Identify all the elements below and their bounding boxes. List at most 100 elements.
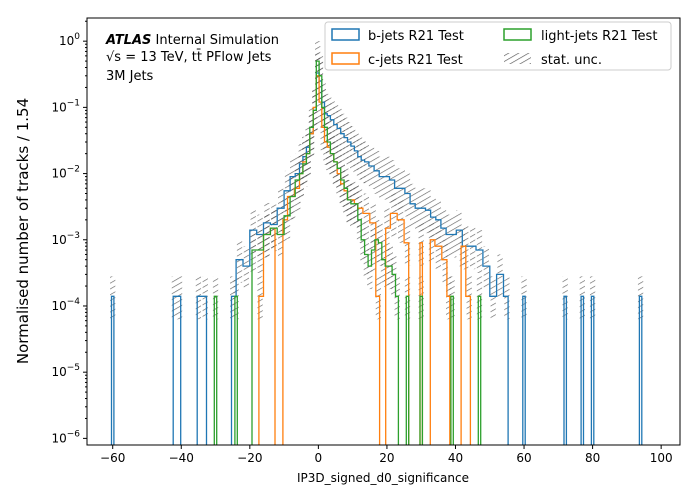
stat-unc-band <box>435 226 441 270</box>
stat-unc-band <box>380 239 387 283</box>
stat-unc-band <box>339 113 346 157</box>
stat-unc-band <box>290 176 296 220</box>
y-tick-label: 10−4 <box>51 297 80 313</box>
stat-unc-band <box>212 276 219 320</box>
stat-unc-band <box>418 276 424 320</box>
axes-ticks: −60 −40 −20 0 20 40 60 80 100 10−6 10−5 10−4 10−3 10−… <box>51 20 673 465</box>
stat-unc-band <box>202 276 208 320</box>
stat-unc-band <box>336 108 342 152</box>
stat-unc-band <box>367 246 373 290</box>
stat-unc-band <box>295 160 301 203</box>
stat-unc-band <box>404 173 411 217</box>
x-tick-label: 0 <box>315 451 323 465</box>
stat-unc-band <box>440 208 447 252</box>
stat-unc-band <box>308 107 315 151</box>
y-tick-label: 10−3 <box>51 231 80 247</box>
stat-unc-band <box>521 276 527 320</box>
stat-unc-band <box>264 214 270 258</box>
jets-count-label: 3M Jets <box>106 69 154 84</box>
stat-unc-band <box>298 153 304 197</box>
stat-unc-band <box>315 41 321 85</box>
stat-unc-band <box>343 117 349 161</box>
stat-unc-band <box>420 188 426 232</box>
stat-unc-band <box>326 122 332 165</box>
stat-unc-band <box>363 141 370 185</box>
stat-unc-band <box>387 246 393 290</box>
stat-unc-band <box>360 140 366 184</box>
stat-unc-band <box>374 219 380 263</box>
stat-unc-band <box>469 226 476 270</box>
atlas-annotation: ATLAS Internal Simulation √s = 13 TeV, t… <box>105 33 279 84</box>
stat-unc-band <box>195 276 202 320</box>
legend-label-c: c-jets R21 Test <box>368 53 463 68</box>
svg-text:ATLAS Internal Simulation: ATLAS Internal Simulation <box>105 33 279 48</box>
stat-unc-band <box>312 90 318 134</box>
stat-unc-band <box>360 219 366 263</box>
legend-label-unc: stat. unc. <box>541 53 602 68</box>
stat-unc-band <box>459 226 465 270</box>
stat-unc-band <box>243 246 250 290</box>
y-tick-label: 10−5 <box>51 363 80 379</box>
stat-unc-band <box>356 136 363 180</box>
legend-label-b: b-jets R21 Test <box>368 29 464 44</box>
stat-unc-band <box>257 276 263 320</box>
stat-unc-band <box>430 197 436 241</box>
stat-unc-band <box>363 193 370 237</box>
stat-unc-band <box>428 219 435 263</box>
stat-unc-band <box>278 214 284 258</box>
stat-unc-band <box>317 55 324 99</box>
stat-unc-band <box>346 122 352 165</box>
stat-unc-band <box>350 183 356 227</box>
plot-area <box>110 41 644 445</box>
stat-unc-band <box>409 183 416 227</box>
stat-unc-band <box>449 276 455 320</box>
x-tick-label: 60 <box>516 451 531 465</box>
stat-unc-band <box>399 168 405 212</box>
legend-swatch-b <box>331 28 360 41</box>
stat-unc-band <box>415 188 421 232</box>
stat-unc-band <box>332 104 339 148</box>
stat-unc-band <box>302 143 308 187</box>
stat-unc-band <box>368 146 375 189</box>
x-tick-label: 40 <box>448 451 463 465</box>
stat-unc-band <box>317 82 324 126</box>
stat-unc-band <box>384 246 390 290</box>
stat-unc-band <box>353 183 359 227</box>
y-tick-label: 10−1 <box>51 98 80 114</box>
stat-unc-band <box>466 276 472 320</box>
stat-unc-band <box>271 208 277 252</box>
series-line-0 <box>110 72 643 445</box>
stat-unc-band <box>370 202 376 246</box>
stat-unc-band <box>476 276 483 320</box>
stat-unc-band <box>384 156 390 200</box>
stat-unc-band <box>445 214 452 258</box>
stat-unc-band <box>346 179 352 223</box>
stat-unc-band <box>339 160 346 203</box>
stat-unc-band <box>377 222 383 266</box>
stat-unc-band <box>350 126 356 170</box>
stat-unc-band <box>476 230 483 273</box>
stat-unc-band <box>394 168 400 212</box>
stat-unc-band <box>483 246 489 290</box>
energy-label: √s = 13 TeV, tt̄ PFlow Jets <box>106 50 272 65</box>
atlas-sublabel: Internal Simulation <box>151 33 279 48</box>
stat-unc-band <box>257 230 263 273</box>
atlas-label: ATLAS <box>105 33 151 48</box>
stat-unc-band <box>504 276 510 320</box>
stat-unc-band <box>562 276 568 320</box>
stat-unc-band <box>329 133 335 177</box>
stat-unc-band <box>171 276 178 320</box>
stat-unc-band <box>379 156 385 200</box>
stat-unc-band <box>332 141 339 185</box>
stat-unc-band <box>176 276 183 320</box>
stat-unc-band <box>442 239 448 283</box>
stat-unc-band <box>425 190 431 234</box>
legend: b-jets R21 Test c-jets R21 Test light-je… <box>324 21 672 71</box>
stat-unc-band <box>418 222 424 266</box>
stat-unc-band <box>589 276 596 320</box>
stat-unc-band <box>637 276 644 320</box>
stat-unc-band <box>394 276 400 320</box>
stat-unc-band <box>353 130 359 174</box>
stat-unc-band <box>356 199 363 243</box>
